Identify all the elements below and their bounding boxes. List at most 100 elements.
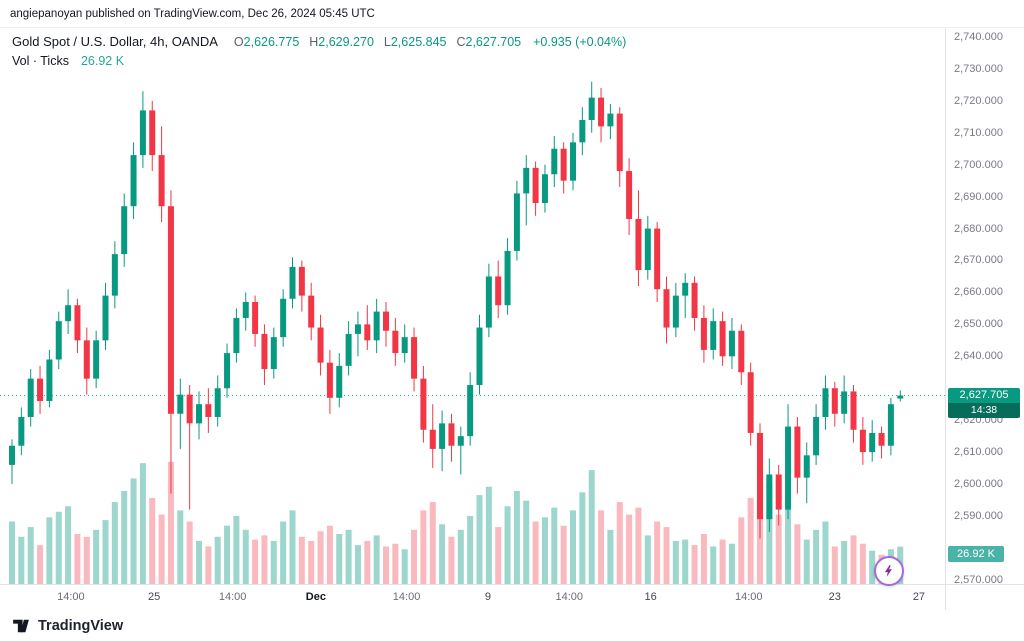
- candle-body: [813, 416, 820, 456]
- volume-bar: [700, 534, 707, 584]
- volume-bar: [635, 507, 642, 584]
- bar-countdown: 14:38: [948, 402, 1020, 418]
- candle-body: [102, 295, 109, 341]
- axis-separator: [945, 28, 946, 610]
- symbol-title[interactable]: Gold Spot / U.S. Dollar, 4h, OANDA: [12, 34, 218, 49]
- candle-body: [420, 378, 427, 430]
- candle-body: [588, 97, 595, 120]
- candle-body: [626, 171, 633, 219]
- volume-bar: [9, 521, 15, 584]
- price-axis-label: 2,660.000: [954, 286, 1003, 299]
- volume-bar: [167, 461, 174, 584]
- candle-body: [822, 388, 829, 417]
- boost-button[interactable]: [874, 556, 904, 586]
- volume-bar: [766, 484, 773, 584]
- volume-bar: [691, 545, 698, 584]
- price-axis-label: 2,740.000: [954, 30, 1003, 43]
- price-axis-label: 2,690.000: [954, 190, 1003, 203]
- volume-bar: [513, 490, 520, 584]
- candle-body: [728, 330, 735, 357]
- time-axis-label: 23: [828, 591, 841, 603]
- volume-bar: [504, 506, 511, 584]
- volume-study-label[interactable]: Vol · Ticks: [12, 54, 69, 68]
- candle-body: [775, 474, 782, 510]
- candle-body: [794, 426, 801, 478]
- candle-body: [700, 317, 707, 350]
- candle-body: [869, 432, 876, 453]
- volume-bar: [345, 529, 352, 584]
- candle-body: [205, 404, 212, 417]
- candle-body: [364, 324, 371, 341]
- candle-body: [354, 324, 361, 334]
- volume-bar: [448, 536, 455, 584]
- candle-body: [579, 119, 586, 143]
- volume-bar: [383, 546, 389, 584]
- candle-body: [663, 289, 670, 328]
- candle-body: [429, 429, 436, 449]
- volume-study-value: 26.92 K: [80, 54, 125, 68]
- volume-bar: [46, 517, 53, 584]
- volume-bar: [121, 490, 128, 584]
- candle-body: [411, 337, 418, 379]
- time-axis[interactable]: 14:00 25 14:00 Dec 14:00 9 14:00 16 14:00 23 27: [0, 584, 1024, 610]
- volume-bar: [83, 536, 90, 584]
- volume-bar: [775, 514, 782, 584]
- volume-bar: [111, 502, 118, 584]
- candle-body: [9, 445, 15, 465]
- candle-body: [859, 429, 866, 453]
- volume-bar: [682, 539, 689, 584]
- volume-bar: [626, 514, 633, 584]
- price-axis-label: 2,670.000: [954, 254, 1003, 267]
- candle-body: [691, 282, 698, 318]
- volume-bar: [205, 546, 212, 584]
- volume-bar: [224, 525, 231, 584]
- volume-bar: [457, 529, 464, 584]
- candle-body: [803, 455, 810, 478]
- volume-bar: [747, 497, 754, 584]
- last-price-value: 2,627.705: [948, 387, 1020, 403]
- candle-body: [757, 432, 763, 520]
- volume-bar: [27, 527, 34, 584]
- volume-bar: [289, 510, 296, 584]
- volume-bar: [523, 500, 530, 584]
- chart-pane[interactable]: [0, 28, 946, 584]
- volume-bar: [308, 540, 315, 584]
- candlestick-chart[interactable]: [0, 28, 946, 584]
- candle-body: [121, 206, 128, 255]
- candle-body: [196, 404, 202, 424]
- volume-bar: [102, 520, 109, 584]
- candle-body: [850, 391, 857, 430]
- volume-bar: [233, 515, 240, 584]
- volume-bar: [850, 535, 857, 584]
- chart-legend: Gold Spot / U.S. Dollar, 4h, OANDA O2,62…: [12, 34, 626, 73]
- volume-bar: [560, 525, 567, 584]
- candle-body: [607, 113, 614, 127]
- time-axis-label: 9: [484, 591, 491, 603]
- time-axis-label: Dec: [305, 591, 326, 603]
- candle-body: [654, 228, 661, 290]
- volume-bar: [467, 515, 474, 584]
- price-axis[interactable]: 2,627.705 14:38 26.92 K 2,740.000 2,730.0…: [946, 28, 1024, 586]
- candle-body: [495, 276, 502, 306]
- volume-bar: [588, 470, 595, 584]
- candle-body: [65, 305, 72, 322]
- tradingview-logo-icon[interactable]: [10, 615, 32, 637]
- volume-bar: [74, 534, 81, 584]
- time-axis-label: 16: [644, 591, 657, 603]
- volume-bar: [663, 527, 670, 584]
- price-axis-label: 2,700.000: [954, 158, 1003, 171]
- candle-body: [289, 266, 296, 299]
- volume-bar: [476, 495, 483, 584]
- volume-bar: [270, 540, 277, 584]
- candle-body: [541, 174, 548, 204]
- volume-bar: [616, 502, 623, 584]
- legend-row-volume: Vol · Ticks 26.92 K: [12, 54, 626, 68]
- candle-body: [280, 298, 287, 338]
- volume-bar: [607, 529, 614, 584]
- candle-body: [513, 193, 520, 251]
- ohlc-close: C2,627.705: [456, 34, 522, 49]
- volume-bar: [326, 525, 333, 584]
- tradingview-brand[interactable]: TradingView: [38, 617, 124, 634]
- price-axis-label: 2,610.000: [954, 446, 1003, 459]
